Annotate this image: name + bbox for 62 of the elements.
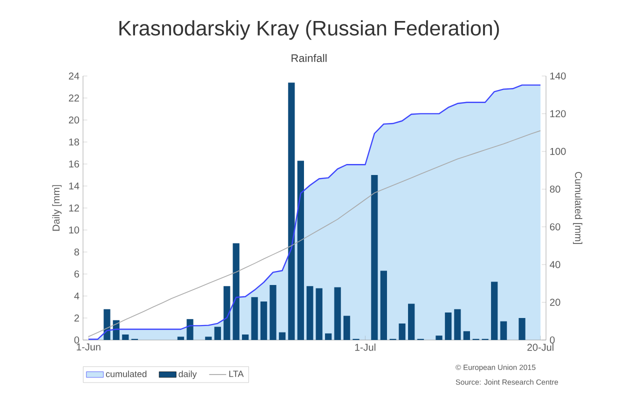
y2-tick-label: 60 xyxy=(550,223,560,230)
bar xyxy=(306,286,314,340)
y2-tick-label: 80 xyxy=(550,186,560,193)
y-tick-label: 16 xyxy=(69,160,80,168)
bar xyxy=(334,287,341,340)
y-tick-label: 10 xyxy=(69,226,80,234)
legend-label: LTA xyxy=(229,370,244,377)
bar xyxy=(251,297,258,340)
bar xyxy=(242,334,249,340)
y-tick-label: 12 xyxy=(69,204,79,212)
y2-tick-label: 20 xyxy=(550,298,560,306)
bar xyxy=(325,333,332,340)
bar xyxy=(297,160,304,340)
y-tick-label: 14 xyxy=(69,182,80,190)
bar xyxy=(270,285,276,340)
bar xyxy=(454,309,461,340)
bar xyxy=(224,286,230,340)
y2-tick-label: 140 xyxy=(550,72,566,80)
bar xyxy=(491,282,498,340)
bar xyxy=(205,336,212,340)
chart-title: Krasnodarskiy Kray (Russian Federation) xyxy=(119,20,499,40)
x-tick-label: 1-Jul xyxy=(355,344,376,351)
x-tick-label: 1-Jun xyxy=(76,344,100,350)
y-tick-label: 2 xyxy=(74,314,79,322)
y-tick-label: 8 xyxy=(74,248,80,256)
y-tick-label: 0 xyxy=(74,336,80,344)
y-tick-label: 18 xyxy=(69,138,80,146)
y-tick-label: 24 xyxy=(68,72,80,80)
y2-axis-title: Cumulated [mm] xyxy=(572,172,582,244)
y-tick-label: 6 xyxy=(74,270,80,278)
bar xyxy=(122,334,129,340)
bar xyxy=(463,331,470,340)
bar xyxy=(316,288,322,340)
bar xyxy=(278,332,286,340)
bar xyxy=(408,304,415,340)
x-tick-label: 20-Jul xyxy=(527,344,554,351)
bar xyxy=(436,336,442,340)
bar xyxy=(500,321,507,340)
bar xyxy=(104,309,110,340)
y-tick-label: 20 xyxy=(68,116,80,124)
y2-tick-label: 40 xyxy=(550,261,560,268)
bar xyxy=(343,316,350,340)
y2-tick-label: 120 xyxy=(550,110,566,118)
y2-tick-label: 100 xyxy=(550,148,566,155)
bar xyxy=(371,175,378,340)
bar xyxy=(260,302,268,340)
legend-label: cumulated xyxy=(106,370,146,378)
bar xyxy=(444,312,452,340)
bar xyxy=(177,336,184,340)
legend-label: daily xyxy=(178,370,197,379)
y-tick-label: 22 xyxy=(68,94,79,102)
bar xyxy=(398,324,406,340)
chart-subtitle: Rainfall xyxy=(292,54,327,62)
bar xyxy=(288,82,295,340)
bar xyxy=(232,243,240,340)
bar xyxy=(186,319,194,340)
y-axis-title: Daily [mm] xyxy=(52,185,62,231)
bar xyxy=(214,326,221,340)
bar xyxy=(518,318,526,340)
y-tick-label: 4 xyxy=(74,292,80,300)
y2-tick-label: 0 xyxy=(550,336,555,344)
bar xyxy=(380,270,387,340)
